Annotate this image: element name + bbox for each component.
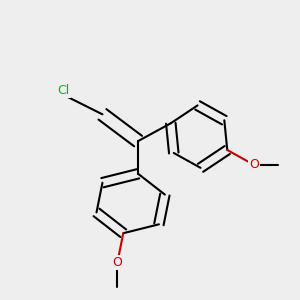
Text: O: O <box>112 256 122 269</box>
Text: Cl: Cl <box>58 84 70 97</box>
Text: O: O <box>249 158 259 171</box>
